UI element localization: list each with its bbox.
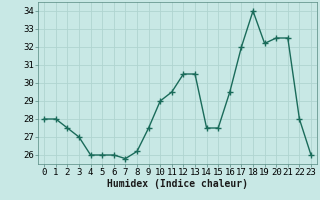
X-axis label: Humidex (Indice chaleur): Humidex (Indice chaleur) [107,179,248,189]
